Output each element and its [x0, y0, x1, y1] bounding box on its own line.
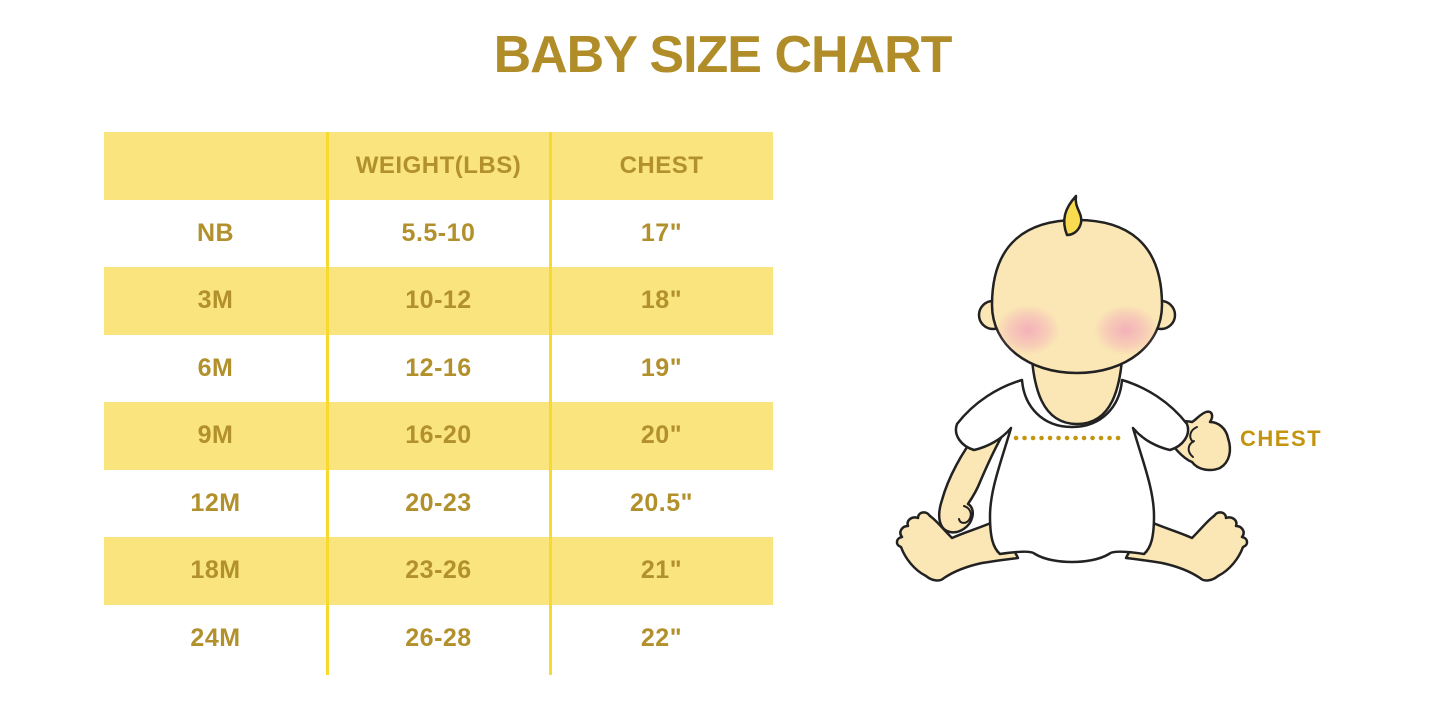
cell-weight: 5.5-10: [401, 218, 476, 247]
cell-size: 18M: [190, 556, 241, 585]
cell-weight: 26-28: [405, 623, 472, 652]
baby-left-leg: [895, 511, 1020, 582]
baby-left-cheek-blush: [996, 305, 1060, 355]
baby-left-hand-fingers: [958, 505, 972, 524]
baby-figure-graphic: [895, 194, 1249, 582]
baby-hair-curl: [1063, 194, 1083, 237]
table-row: 9M 16-20 20": [104, 402, 773, 470]
table-row: 6M 12-16 19": [104, 335, 773, 403]
chest-measure-label: CHEST: [1240, 426, 1323, 451]
cell-weight: 16-20: [405, 421, 472, 450]
baby-right-cheek-blush: [1094, 305, 1158, 355]
table-row: NB 5.5-10 17": [104, 200, 773, 268]
cell-weight: 20-23: [405, 488, 472, 517]
cell-size: 24M: [190, 623, 241, 652]
page-title: BABY SIZE CHART: [493, 26, 953, 84]
column-divider: [326, 132, 329, 675]
cell-chest: 18": [640, 286, 683, 315]
cell-weight: 23-26: [405, 556, 472, 585]
cell-chest: 19": [640, 353, 683, 382]
cell-size: 3M: [197, 286, 234, 315]
table-row: 18M 23-26 21": [104, 537, 773, 605]
baby-fist-fingers: [1187, 426, 1198, 458]
baby-left-arm: [938, 430, 1004, 534]
cell-weight: 10-12: [405, 286, 472, 315]
table-header-row: WEIGHT(LBS) CHEST: [104, 132, 773, 200]
header-cell-weight: WEIGHT(LBS): [355, 151, 522, 179]
table-row: 24M 26-28 22": [104, 605, 773, 673]
cell-chest: 20.5": [629, 488, 693, 517]
baby-illustration: [880, 180, 1360, 600]
column-divider: [549, 132, 552, 675]
cell-chest: 17": [640, 218, 683, 247]
size-chart-table: WEIGHT(LBS) CHEST NB 5.5-10 17" 3M 10-12…: [104, 132, 773, 675]
table-row: 12M 20-23 20.5": [104, 470, 773, 538]
header-cell-size: [104, 132, 327, 200]
cell-size: 12M: [190, 488, 241, 517]
cell-chest: 20": [640, 421, 683, 450]
cell-size: 6M: [197, 353, 234, 382]
cell-chest: 22": [640, 623, 683, 652]
baby-right-leg: [1124, 511, 1249, 582]
header-cell-chest: CHEST: [619, 151, 704, 179]
cell-weight: 12-16: [405, 353, 472, 382]
cell-chest: 21": [640, 556, 683, 585]
table-row: 3M 10-12 18": [104, 267, 773, 335]
cell-size: NB: [196, 218, 235, 247]
baby-onesie: [954, 378, 1190, 564]
cell-size: 9M: [197, 421, 234, 450]
